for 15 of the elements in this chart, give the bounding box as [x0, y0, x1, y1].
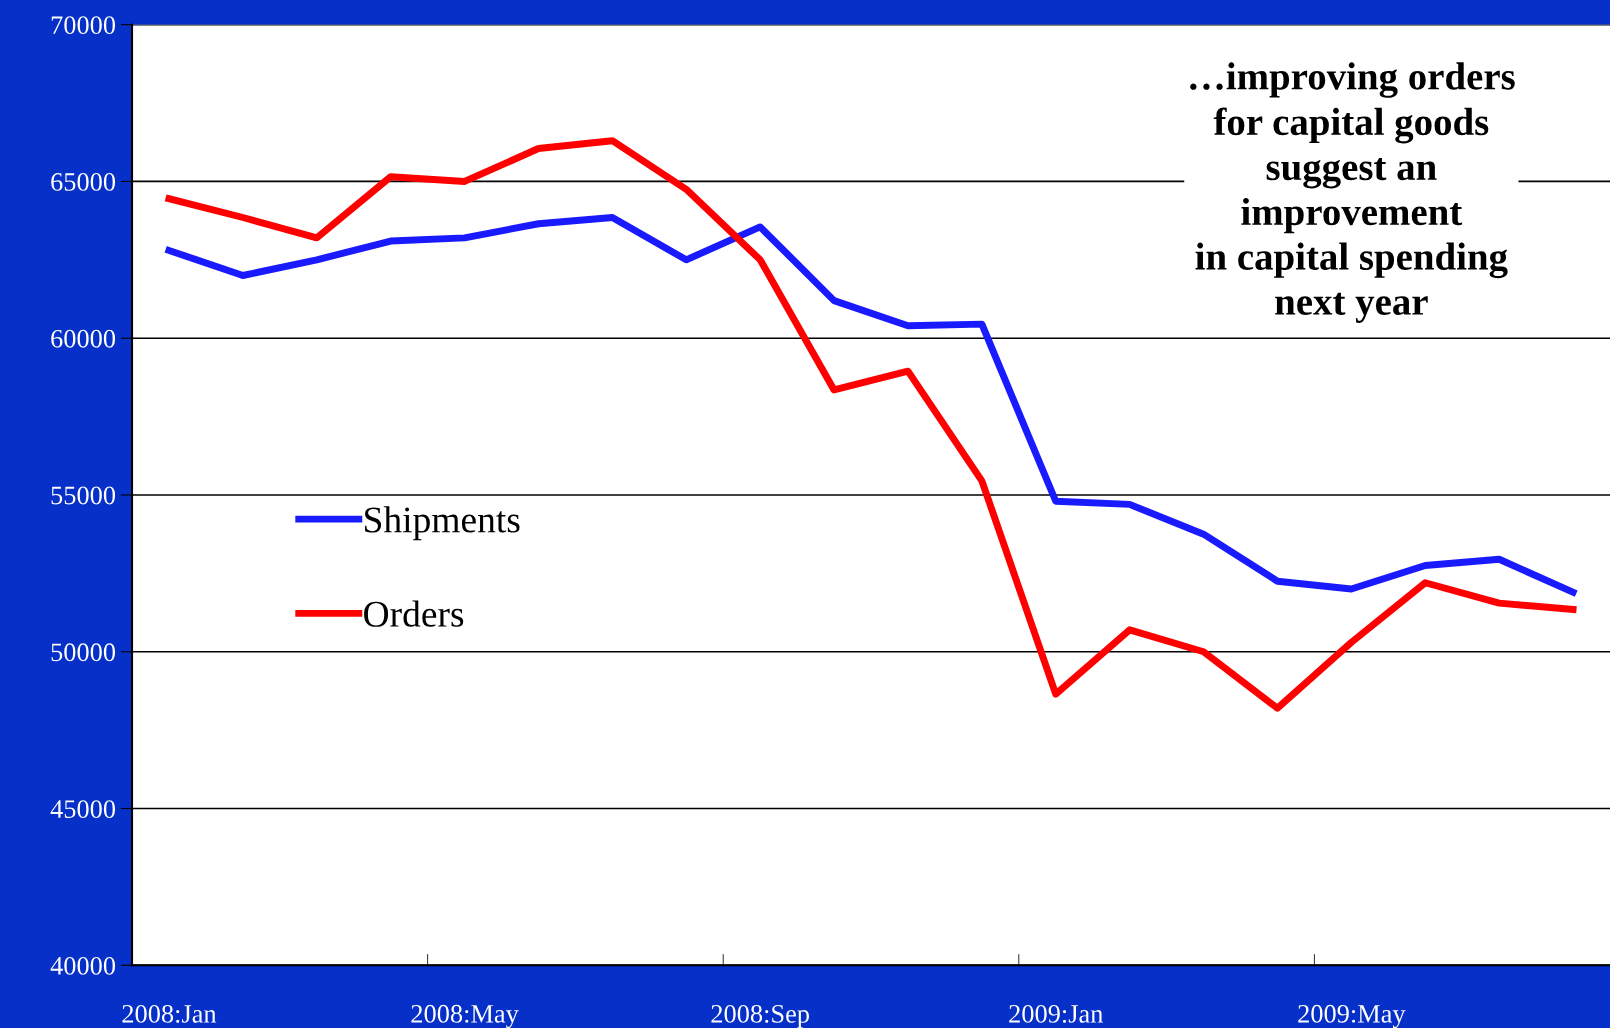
- y-tick-label: 40000: [50, 956, 116, 975]
- x-tick-label: 2009:May: [1298, 1004, 1406, 1028]
- y-tick-label: 60000: [51, 329, 116, 348]
- y-tick-label: 70000: [51, 16, 116, 35]
- y-tick-label: 65000: [51, 173, 116, 191]
- x-tick-label: 2009:Jan: [1009, 1004, 1103, 1023]
- annotation: …improving orders for capital goods suggest an improvement in capital spending next year: [1190, 62, 1515, 323]
- legend-label: Orders: [364, 600, 464, 627]
- legend-label: Shipments: [365, 506, 520, 541]
- x-tick-label: 2008:May: [411, 1004, 519, 1028]
- x-tick-label: 2008:Sep: [711, 1004, 809, 1028]
- y-tick-label: 50000: [51, 643, 116, 662]
- y-tick-label: 45000: [50, 800, 116, 818]
- x-tick-label: 2008:Jan: [122, 1004, 217, 1023]
- y-tick-label: 55000: [51, 486, 116, 505]
